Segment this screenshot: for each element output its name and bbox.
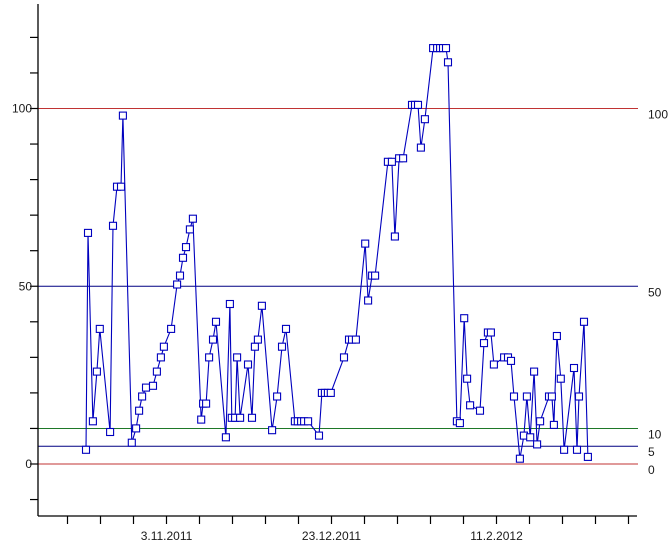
x-axis-date-label: 3.11.2011 bbox=[141, 529, 193, 543]
data-point-marker bbox=[413, 100, 423, 109]
y-axis-label-right: 5 bbox=[648, 445, 655, 459]
data-point-marker bbox=[205, 353, 214, 362]
data-point-marker bbox=[475, 406, 485, 415]
data-point-marker bbox=[178, 253, 188, 262]
data-point-marker bbox=[390, 232, 399, 241]
data-point-marker bbox=[277, 342, 287, 351]
data-point-marker bbox=[173, 280, 182, 289]
data-point-marker bbox=[549, 420, 558, 429]
data-point-marker bbox=[443, 58, 453, 67]
y-axis-label-left: 50 bbox=[19, 279, 33, 293]
data-point-marker bbox=[273, 392, 282, 401]
y-axis-label-right: 0 bbox=[648, 463, 655, 477]
data-point-marker bbox=[536, 417, 545, 426]
data-point-marker bbox=[506, 356, 516, 365]
data-point-marker bbox=[108, 221, 118, 230]
x-axis-date-label: 11.2.2012 bbox=[470, 529, 523, 543]
data-point-marker bbox=[460, 314, 469, 323]
data-point-marker bbox=[326, 388, 335, 397]
data-point-marker bbox=[188, 214, 197, 223]
data-point-marker bbox=[253, 335, 262, 344]
data-point-marker bbox=[247, 413, 257, 422]
data-point-marker bbox=[233, 353, 242, 362]
data-point-marker bbox=[560, 445, 569, 454]
data-point-marker bbox=[552, 331, 561, 341]
data-point-marker bbox=[152, 367, 161, 376]
data-point-marker bbox=[526, 433, 535, 442]
data-point-marker bbox=[583, 452, 592, 461]
data-point-marker bbox=[522, 392, 531, 401]
data-point-marker bbox=[159, 342, 168, 351]
data-point-marker bbox=[250, 342, 259, 351]
data-point-marker bbox=[127, 438, 136, 447]
data-point-marker bbox=[399, 154, 408, 163]
data-point-marker bbox=[185, 225, 194, 234]
data-point-marker bbox=[138, 392, 147, 401]
data-point-marker bbox=[106, 427, 115, 437]
data-point-marker bbox=[141, 383, 151, 392]
data-point-marker bbox=[361, 239, 370, 248]
data-point-marker bbox=[257, 301, 266, 310]
data-point-marker bbox=[515, 454, 524, 463]
y-axis-label-right: 100 bbox=[648, 108, 668, 122]
data-point-marker bbox=[181, 243, 191, 252]
y-axis-label-right: 10 bbox=[648, 427, 662, 441]
data-point-marker bbox=[243, 360, 253, 369]
data-point-marker bbox=[167, 324, 176, 333]
data-point-marker bbox=[479, 339, 489, 348]
data-point-marker bbox=[225, 299, 234, 309]
data-point-marker bbox=[148, 381, 158, 390]
data-point-marker bbox=[486, 328, 495, 337]
data-point-marker bbox=[268, 426, 277, 435]
data-point-marker bbox=[156, 353, 165, 362]
data-point-marker bbox=[572, 445, 582, 454]
data-point-marker bbox=[83, 228, 93, 237]
data-point-marker bbox=[351, 335, 360, 344]
data-point-marker bbox=[463, 374, 472, 383]
data-point-marker bbox=[175, 271, 185, 280]
data-point-marker bbox=[489, 360, 498, 369]
data-point-marker bbox=[92, 367, 101, 376]
data-point-marker bbox=[314, 431, 324, 440]
y-axis-label-left: 0 bbox=[25, 457, 32, 471]
data-point-marker bbox=[416, 143, 425, 152]
data-point-marker bbox=[387, 157, 396, 166]
data-point-marker bbox=[579, 317, 589, 326]
data-point-marker bbox=[371, 271, 380, 280]
x-axis-date-label: 23.12.2011 bbox=[302, 529, 361, 543]
data-point-marker bbox=[118, 111, 127, 120]
data-point-marker bbox=[135, 406, 144, 415]
data-point-marker bbox=[208, 335, 218, 344]
data-point-marker bbox=[236, 413, 245, 422]
data-point-marker bbox=[556, 374, 565, 383]
data-point-marker bbox=[339, 353, 349, 362]
data-point-marker bbox=[304, 417, 313, 426]
data-point-marker bbox=[202, 399, 211, 408]
data-point-marker bbox=[88, 417, 97, 426]
data-point-marker bbox=[116, 182, 126, 191]
data-point-marker bbox=[569, 363, 579, 373]
data-point-marker bbox=[281, 324, 291, 333]
data-point-marker bbox=[533, 440, 542, 449]
y-axis-label-left: 100 bbox=[12, 102, 32, 116]
data-point-marker bbox=[509, 392, 519, 401]
data-point-marker bbox=[197, 415, 206, 424]
data-point-marker bbox=[455, 419, 464, 428]
data-point-marker bbox=[530, 367, 539, 376]
data-point-marker bbox=[81, 445, 91, 454]
data-point-marker bbox=[211, 317, 221, 326]
data-point-marker bbox=[221, 433, 230, 442]
data-point-marker bbox=[574, 392, 584, 401]
y-axis-label-right: 50 bbox=[648, 285, 662, 299]
data-point-marker bbox=[441, 44, 451, 53]
data-point-marker bbox=[132, 424, 141, 433]
data-point-marker bbox=[420, 115, 429, 124]
data-point-marker bbox=[547, 392, 556, 401]
data-point-marker bbox=[364, 296, 373, 305]
data-point-marker bbox=[466, 401, 475, 410]
data-point-marker bbox=[95, 324, 104, 333]
